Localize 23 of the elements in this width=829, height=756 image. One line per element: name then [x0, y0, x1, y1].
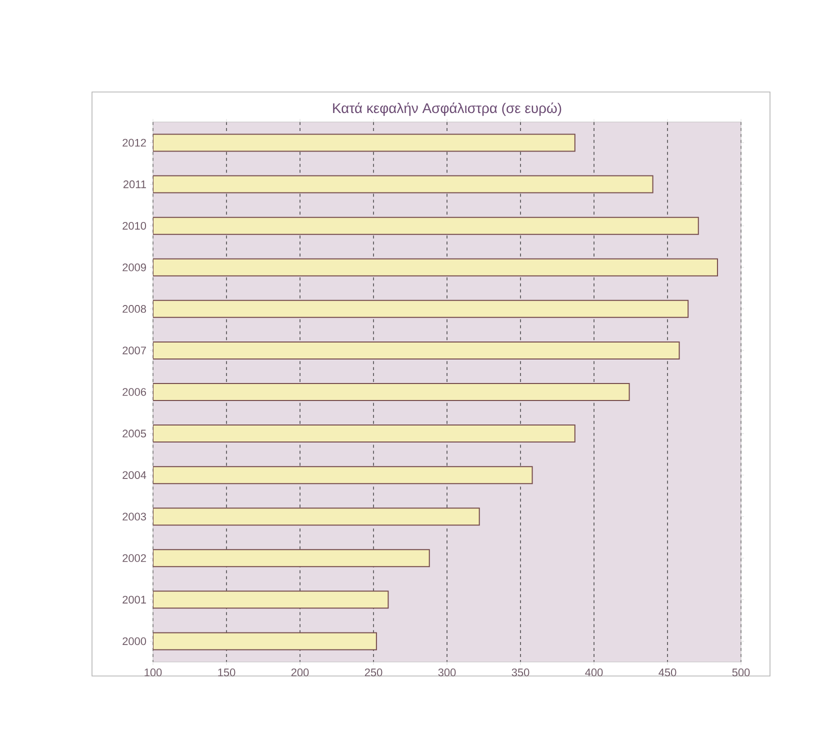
y-tick-label: 2001 — [122, 596, 146, 604]
x-tick-label: 300 — [438, 668, 456, 676]
y-tick-label: 2011 — [123, 180, 146, 188]
x-tick-label: 450 — [658, 668, 676, 676]
y-tick-label: 2000 — [122, 637, 146, 646]
y-tick-label: 2003 — [122, 512, 146, 520]
x-tick-label: 400 — [585, 668, 603, 676]
y-tick-label: 2008 — [122, 305, 146, 313]
y-tick-label: 2002 — [122, 554, 146, 562]
x-tick-label: 200 — [291, 668, 309, 676]
x-tick-label: 250 — [364, 668, 382, 676]
y-tick-label: 2012 — [122, 138, 146, 147]
y-tick-label: 2010 — [122, 222, 146, 230]
y-tick-label: 2005 — [122, 430, 146, 438]
x-tick-label: 150 — [218, 668, 236, 676]
chart-title: Κατά κεφαλήν Ασφάλιστρα (σε ευρώ) — [333, 102, 562, 116]
y-tick-label: 2009 — [122, 264, 146, 272]
y-tick-label: 2006 — [122, 388, 146, 396]
y-tick-label: 2004 — [122, 471, 146, 479]
x-tick-label: 100 — [144, 668, 162, 676]
x-tick-label: 500 — [732, 668, 750, 676]
x-tick-label: 350 — [512, 668, 530, 676]
y-tick-label: 2007 — [122, 346, 146, 354]
